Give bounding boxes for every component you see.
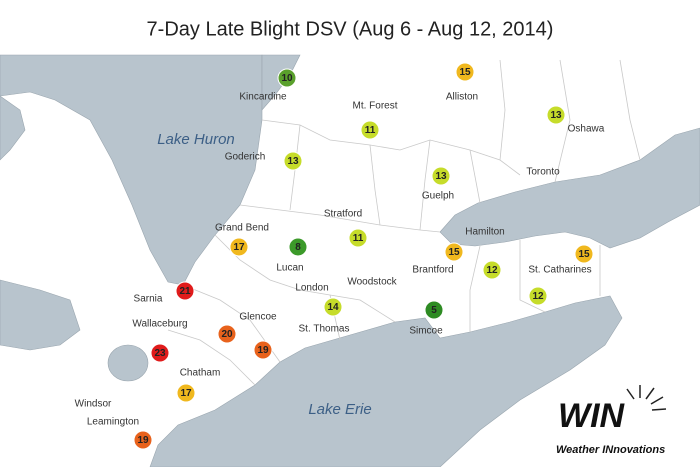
- place-label: Brantford: [412, 265, 453, 276]
- marker: [431, 166, 451, 186]
- marker: [175, 281, 195, 301]
- place-label: Wallaceburg: [132, 319, 187, 330]
- marker: [133, 430, 153, 450]
- lake-labels: Lake Huron Lake Erie: [157, 131, 371, 418]
- logo-tagline: Weather INnovations: [556, 444, 665, 456]
- place-label: Mt. Forest: [352, 101, 397, 112]
- marker-value: 11: [365, 125, 376, 136]
- logo: WIN Weather INnovations: [556, 385, 667, 456]
- place-label: Alliston: [446, 92, 478, 103]
- marker: [176, 383, 196, 403]
- marker: [253, 340, 273, 360]
- lake-label: Lake Huron: [157, 131, 235, 148]
- marker-value: 14: [327, 302, 339, 313]
- place-label: Kincardine: [239, 92, 287, 103]
- dsv-markers: 10 15 11 13 13 13 17 8 11 15 12 15 21 14 5 12 20 19 23 17 19: [133, 62, 594, 450]
- place-label: Sarnia: [134, 294, 163, 305]
- marker-value: 13: [287, 156, 299, 167]
- place-label: St. Catharines: [528, 265, 591, 276]
- marker-value: 13: [435, 171, 447, 182]
- marker-value: 17: [180, 388, 192, 399]
- place-label: Woodstock: [347, 277, 397, 288]
- marker-value: 20: [221, 329, 233, 340]
- place-labels: Kincardine Mt. Forest Alliston Oshawa Goderi…: [75, 92, 605, 428]
- marker: [217, 324, 237, 344]
- marker-value: 13: [550, 110, 562, 121]
- marker-value: 10: [281, 73, 293, 84]
- place-label: Grand Bend: [215, 223, 269, 234]
- place-label: Goderich: [225, 152, 266, 163]
- lake-huron: [0, 54, 263, 286]
- place-label: Simcoe: [409, 326, 443, 337]
- logo-name: WIN: [558, 397, 626, 435]
- place-label: Leamington: [87, 417, 139, 428]
- place-label: Lucan: [276, 263, 303, 274]
- marker: [277, 68, 297, 88]
- marker: [546, 105, 566, 125]
- marker: [455, 62, 475, 82]
- marker-value: 21: [179, 286, 191, 297]
- marker: [348, 228, 368, 248]
- marker: [574, 244, 594, 264]
- logo-sun: [626, 385, 667, 411]
- marker: [150, 343, 170, 363]
- place-label: Stratford: [324, 209, 362, 220]
- place-label: Toronto: [526, 167, 560, 178]
- marker-value: 15: [459, 67, 471, 78]
- west-water: [0, 95, 26, 161]
- marker-value: 11: [353, 233, 364, 244]
- marker-value: 8: [295, 242, 301, 253]
- marker: [360, 120, 380, 140]
- place-label: London: [295, 283, 328, 294]
- marker: [424, 300, 444, 320]
- place-label: St. Thomas: [299, 324, 350, 335]
- lake-st-clair: [107, 344, 149, 382]
- marker: [323, 297, 343, 317]
- saginaw: [0, 279, 81, 351]
- marker-value: 19: [257, 345, 269, 356]
- lake-ontario: [439, 127, 700, 249]
- marker: [288, 237, 308, 257]
- marker-value: 5: [431, 305, 437, 316]
- place-label: Windsor: [75, 399, 112, 410]
- place-label: Hamilton: [465, 227, 504, 238]
- marker: [229, 237, 249, 257]
- marker: [528, 286, 548, 306]
- marker-value: 23: [154, 348, 166, 359]
- marker-value: 17: [233, 242, 245, 253]
- marker: [283, 151, 303, 171]
- lake-label: Lake Erie: [308, 401, 371, 418]
- place-label: Chatham: [180, 368, 221, 379]
- marker: [482, 260, 502, 280]
- place-label: Guelph: [422, 191, 454, 202]
- marker-value: 12: [486, 265, 498, 276]
- marker-value: 15: [448, 247, 460, 258]
- marker: [444, 242, 464, 262]
- place-label: Oshawa: [568, 124, 605, 135]
- place-label: Glencoe: [239, 312, 277, 323]
- marker-value: 12: [532, 291, 544, 302]
- marker-value: 19: [137, 435, 149, 446]
- map-title: 7-Day Late Blight DSV (Aug 6 - Aug 12, 2…: [147, 18, 554, 40]
- marker-value: 15: [578, 249, 590, 260]
